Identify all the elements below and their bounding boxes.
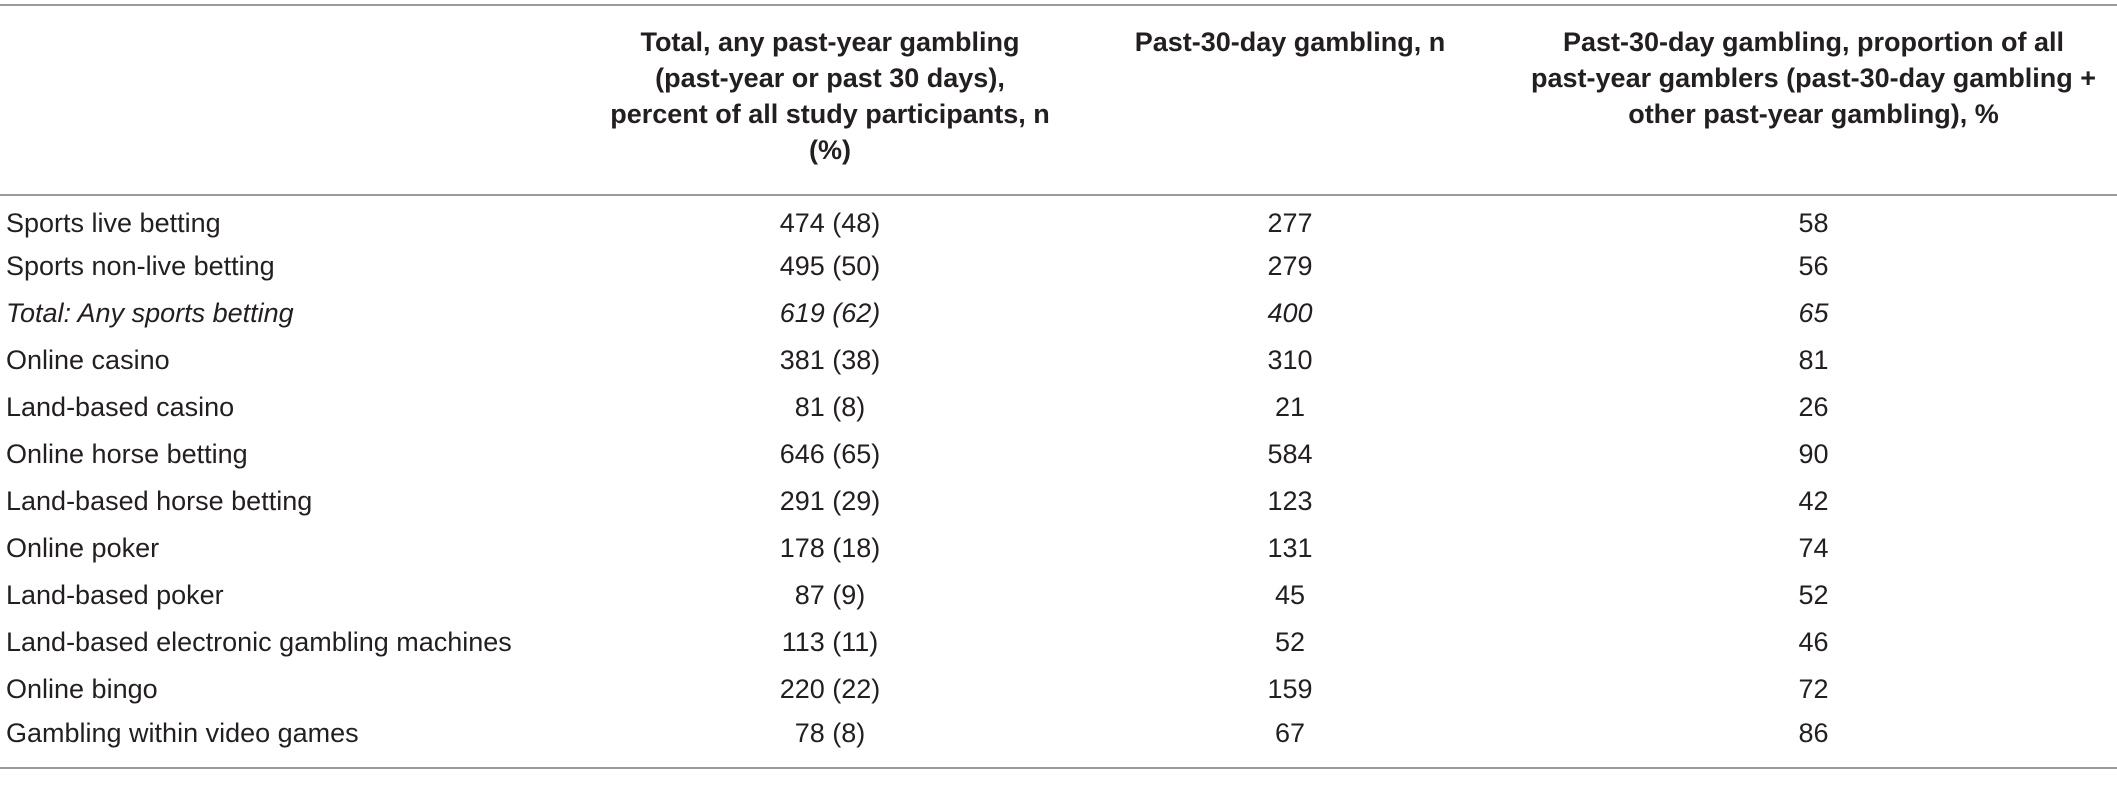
table-row: Land-based electronic gambling machines 1…: [0, 618, 2117, 665]
header-row: Total, any past-year gambling (past-year…: [0, 5, 2117, 195]
cell-past-30-day-n: 159: [1267, 673, 1313, 704]
row-label: Sports non-live betting: [6, 250, 275, 281]
cell-past-30-day-proportion: 56: [1798, 250, 1829, 281]
cell-total-past-year: 291 (29): [779, 485, 881, 516]
table-header: Total, any past-year gambling (past-year…: [0, 5, 2117, 195]
cell-past-30-day-n: 277: [1267, 208, 1313, 238]
table-row: Land-based poker 87 (9) 45 52: [0, 571, 2117, 618]
table-row: Total: Any sports betting 619 (62) 400 65: [0, 289, 2117, 336]
cell-past-30-day-n: 131: [1267, 532, 1313, 563]
row-label: Land-based electronic gambling machines: [6, 626, 512, 657]
cell-total-past-year: 474 (48): [779, 208, 881, 238]
table-row: Online casino 381 (38) 310 81: [0, 336, 2117, 383]
cell-total-past-year: 78 (8): [794, 718, 866, 748]
header-total-past-year: Total, any past-year gambling (past-year…: [610, 27, 1050, 165]
cell-past-30-day-proportion: 46: [1798, 626, 1829, 657]
gambling-participation-table: Total, any past-year gambling (past-year…: [0, 4, 2117, 769]
table-row: Gambling within video games 78 (8) 67 86: [0, 712, 2117, 768]
table-row: Land-based horse betting 291 (29) 123 42: [0, 477, 2117, 524]
cell-past-30-day-n: 279: [1267, 250, 1313, 281]
row-label: Online horse betting: [6, 438, 248, 469]
cell-past-30-day-n: 123: [1267, 485, 1313, 516]
table-row: Land-based casino 81 (8) 21 26: [0, 383, 2117, 430]
cell-total-past-year: 220 (22): [779, 673, 881, 704]
header-past-30-day-proportion: Past-30-day gambling, proportion of all …: [1531, 27, 2096, 129]
cell-past-30-day-n: 21: [1274, 391, 1306, 422]
cell-past-30-day-n: 310: [1267, 344, 1313, 375]
cell-past-30-day-proportion: 52: [1798, 579, 1829, 610]
cell-past-30-day-n: 52: [1274, 626, 1306, 657]
cell-total-past-year: 646 (65): [779, 438, 881, 469]
cell-past-30-day-proportion: 81: [1798, 344, 1829, 375]
table-body: Sports live betting 474 (48) 277 58 Sports n…: [0, 195, 2117, 768]
cell-past-30-day-n: 67: [1274, 718, 1306, 748]
row-label: Sports live betting: [6, 208, 221, 238]
cell-total-past-year: 619 (62): [779, 297, 881, 328]
header-past-30-day-n: Past-30-day gambling, n: [1134, 27, 1446, 57]
cell-past-30-day-proportion: 90: [1798, 438, 1829, 469]
row-label: Online casino: [6, 344, 170, 375]
cell-past-30-day-proportion: 72: [1798, 673, 1829, 704]
cell-total-past-year: 381 (38): [779, 344, 881, 375]
cell-past-30-day-proportion: 58: [1798, 208, 1829, 238]
cell-past-30-day-proportion: 74: [1798, 532, 1829, 563]
cell-total-past-year: 87 (9): [794, 579, 866, 610]
cell-past-30-day-n: 584: [1267, 438, 1313, 469]
table-row: Online bingo 220 (22) 159 72: [0, 665, 2117, 712]
cell-past-30-day-proportion: 26: [1798, 391, 1829, 422]
cell-past-30-day-n: 400: [1267, 297, 1313, 328]
table-row: Sports non-live betting 495 (50) 279 56: [0, 242, 2117, 289]
cell-total-past-year: 495 (50): [779, 250, 881, 281]
cell-total-past-year: 81 (8): [794, 391, 866, 422]
cell-past-30-day-proportion: 86: [1798, 718, 1829, 748]
row-label: Online poker: [6, 532, 160, 563]
row-label: Total: Any sports betting: [6, 297, 294, 328]
row-label: Land-based casino: [6, 391, 235, 422]
row-label: Gambling within video games: [6, 718, 359, 748]
row-label: Online bingo: [6, 673, 158, 704]
header-category: [0, 5, 590, 195]
table-row: Online horse betting 646 (65) 584 90: [0, 430, 2117, 477]
cell-past-30-day-proportion: 65: [1798, 297, 1829, 328]
cell-total-past-year: 178 (18): [779, 532, 881, 563]
cell-past-30-day-n: 45: [1274, 579, 1306, 610]
row-label: Land-based horse betting: [6, 485, 313, 516]
table-row: Sports live betting 474 (48) 277 58: [0, 195, 2117, 242]
table-row: Online poker 178 (18) 131 74: [0, 524, 2117, 571]
cell-past-30-day-proportion: 42: [1798, 485, 1829, 516]
row-label: Land-based poker: [6, 579, 224, 610]
cell-total-past-year: 113 (11): [781, 626, 879, 657]
